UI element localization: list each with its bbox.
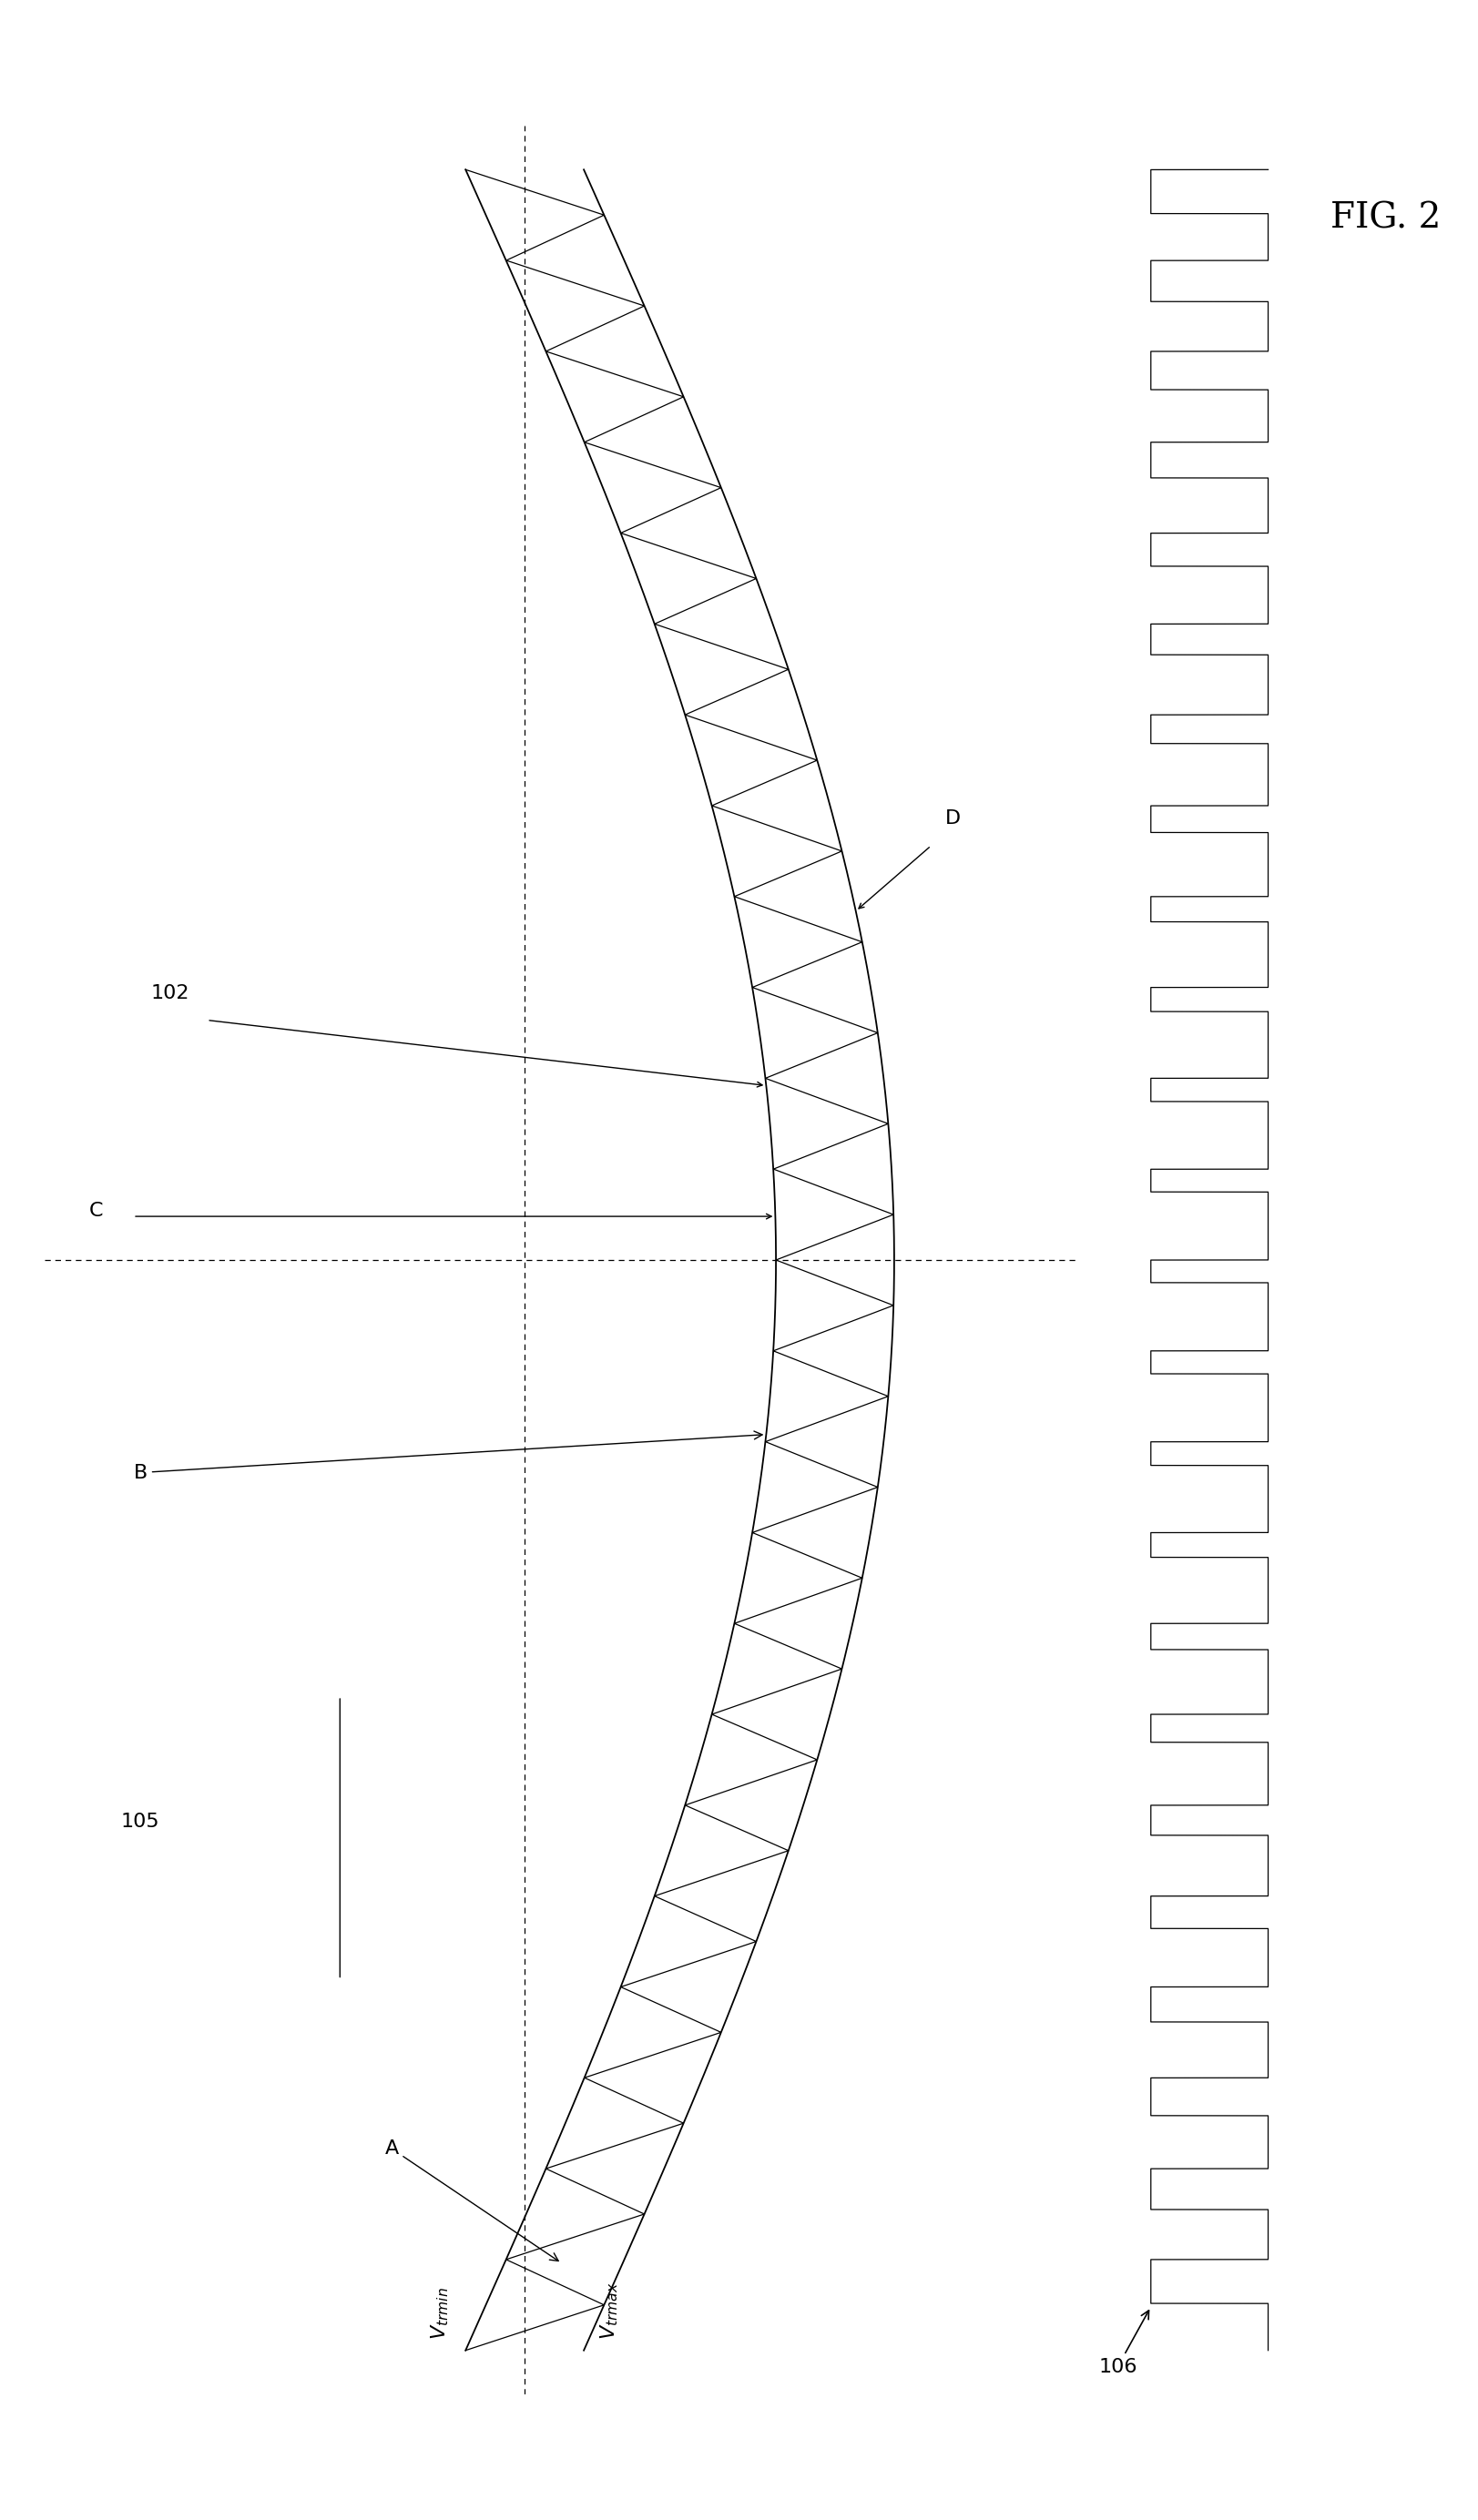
Text: $V_{trmin}$: $V_{trmin}$ (429, 2286, 451, 2339)
Text: B: B (133, 1431, 763, 1482)
Text: 106: 106 (1098, 2311, 1148, 2376)
Text: A: A (384, 2139, 559, 2260)
Text: FIG. 2: FIG. 2 (1330, 202, 1441, 234)
Text: D: D (946, 809, 961, 827)
Text: 102: 102 (151, 983, 189, 1003)
Text: 105: 105 (121, 1812, 160, 1830)
Text: C: C (89, 1202, 103, 1220)
Text: $V_{trmax}$: $V_{trmax}$ (599, 2281, 621, 2339)
